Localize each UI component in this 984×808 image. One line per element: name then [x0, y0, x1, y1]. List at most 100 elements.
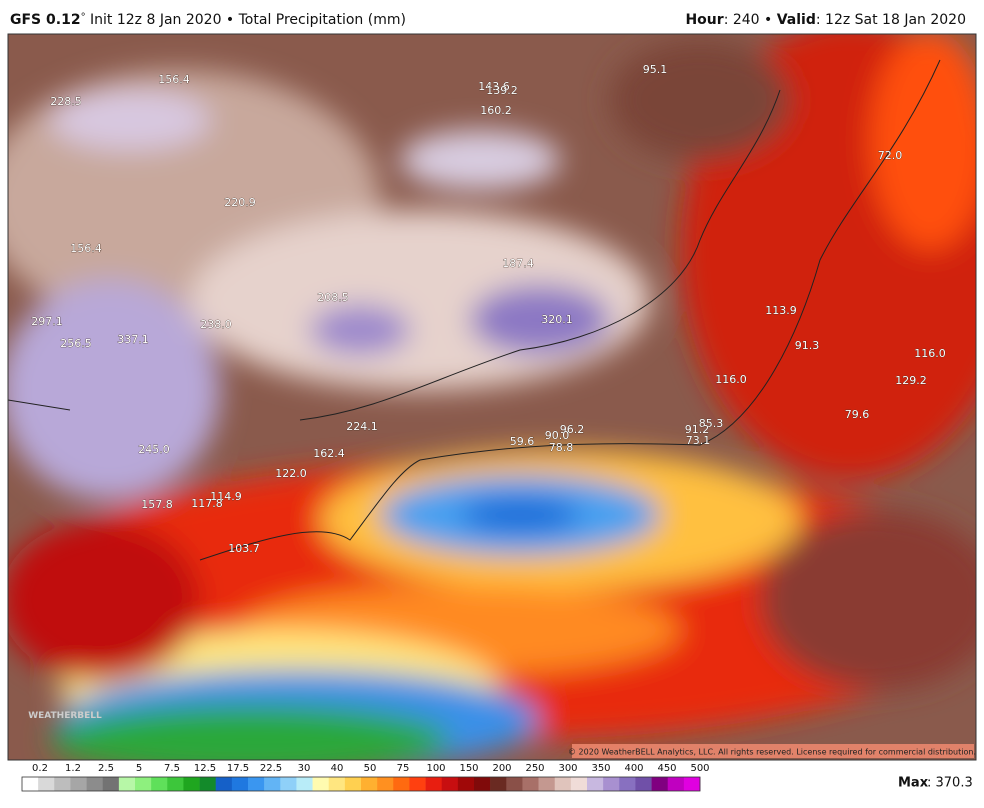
- colorbar-swatch: [635, 777, 652, 791]
- colorbar-swatch: [231, 777, 249, 791]
- map-label: 114.9: [210, 490, 242, 503]
- copyright: © 2020 WeatherBELL Analytics, LLC. All r…: [568, 748, 976, 757]
- colorbar-swatch: [215, 777, 233, 791]
- map-label: 85.3: [699, 417, 724, 430]
- colorbar-swatch: [570, 777, 588, 791]
- map-label: 116.0: [914, 347, 946, 360]
- map-label: 117.8: [191, 497, 223, 510]
- map-label: 95.1: [643, 63, 668, 76]
- colorbar-swatch: [151, 777, 168, 791]
- colorbar-label: 200: [492, 763, 511, 774]
- colorbar-label: 50: [364, 763, 377, 774]
- map-label: 156.4: [70, 242, 102, 255]
- colorbar-swatch: [86, 777, 104, 791]
- colorbar-label: 7.5: [164, 763, 180, 774]
- colorbar-swatch: [587, 777, 604, 791]
- map-label: 160.2: [480, 104, 512, 117]
- map-label: 208.5: [317, 291, 349, 304]
- colorbar-label: 300: [558, 763, 577, 774]
- description: Init 12z 8 Jan 2020 • Total Precipitatio…: [85, 12, 406, 28]
- map-label: 79.6: [845, 408, 870, 421]
- colorbar-swatch: [425, 777, 443, 791]
- map-label: 139.2: [486, 84, 518, 97]
- valid-label: Valid: [776, 12, 816, 28]
- map-label: 59.6: [510, 435, 535, 448]
- logo: WEATHERBELL: [28, 711, 102, 721]
- colorbar-swatch: [457, 777, 475, 791]
- colorbar-swatch: [167, 777, 184, 791]
- map-label: 337.1: [117, 333, 149, 346]
- colorbar-swatch: [264, 777, 281, 791]
- colorbar-swatch: [603, 777, 620, 791]
- colorbar-swatch: [393, 777, 410, 791]
- map-label: 116.0: [715, 373, 747, 386]
- map-label: 78.8: [549, 441, 574, 454]
- map-label: 90.0: [545, 429, 570, 442]
- colorbar-label: 100: [426, 763, 445, 774]
- colorbar-swatch: [70, 777, 87, 791]
- colorbar-swatch: [683, 777, 701, 791]
- colorbar-swatch: [344, 777, 362, 791]
- map-label: 72.0: [878, 149, 903, 162]
- max-label: Max: [898, 776, 929, 791]
- colorbar-label: 12.5: [194, 763, 216, 774]
- colorbar-label: 40: [331, 763, 344, 774]
- colorbar-swatch: [377, 777, 394, 791]
- colorbar-swatch: [38, 777, 55, 791]
- colorbar-swatch: [474, 777, 491, 791]
- colorbar-label: 150: [459, 763, 478, 774]
- colorbar-label: 350: [591, 763, 610, 774]
- map-label: 91.3: [795, 339, 820, 352]
- colorbar-swatch: [54, 777, 71, 791]
- valid-value: : 12z Sat 18 Jan 2020: [815, 12, 966, 28]
- colorbar-swatch: [135, 777, 152, 791]
- colorbar-label: 400: [624, 763, 643, 774]
- colorbar-swatch: [118, 777, 136, 791]
- colorbar-swatch: [409, 777, 426, 791]
- colorbar-label: 5: [136, 763, 142, 774]
- map-label: 220.9: [224, 196, 256, 209]
- map-label: 187.4: [502, 257, 534, 270]
- colorbar-swatch: [506, 777, 523, 791]
- degree: °: [80, 12, 86, 23]
- map-label: 113.9: [765, 304, 797, 317]
- map-label: 238.0: [200, 318, 232, 331]
- colorbar-swatch: [102, 777, 120, 791]
- colorbar-swatch: [183, 777, 200, 791]
- map-label: 320.1: [541, 313, 573, 326]
- colorbar-swatch: [199, 777, 217, 791]
- colorbar-swatch: [280, 777, 297, 791]
- colorbar-swatch: [522, 777, 539, 791]
- colorbar-swatch: [328, 777, 346, 791]
- map-label: 73.1: [686, 434, 711, 447]
- colorbar-swatch: [22, 777, 39, 791]
- header-left: GFS 0.12° Init 12z 8 Jan 2020 • Total Pr…: [10, 12, 406, 28]
- map-label: 256.5: [60, 337, 92, 350]
- colorbar-label: 2.5: [98, 763, 114, 774]
- map-label: 162.4: [313, 447, 345, 460]
- colorbar-swatch: [490, 777, 507, 791]
- map-label: 103.7: [228, 542, 260, 555]
- colorbar-label: 1.2: [65, 763, 81, 774]
- colorbar-label: 0.2: [32, 763, 48, 774]
- colorbar-swatch: [361, 777, 378, 791]
- colorbar-swatch: [667, 777, 685, 791]
- colorbar-swatch: [441, 777, 459, 791]
- map-label: 297.1: [31, 315, 63, 328]
- hour-label: Hour: [685, 12, 724, 28]
- map-label: 122.0: [275, 467, 307, 480]
- colorbar-swatch: [312, 777, 330, 791]
- max-value: : 370.3: [927, 776, 973, 791]
- header-right: Hour: 240 • Valid: 12z Sat 18 Jan 2020: [685, 12, 966, 28]
- colorbar-label: 22.5: [260, 763, 282, 774]
- colorbar-label: 30: [298, 763, 311, 774]
- colorbar-swatch: [538, 777, 556, 791]
- map-label: 156.4: [158, 73, 190, 86]
- colorbar: 0.2 1.2 2.5 5 7.5 12.5 17.5 22.5 30 40 50 75 100 150 2…: [21, 763, 710, 792]
- map-label: 143.6: [478, 80, 510, 93]
- map-label: 228.5: [50, 95, 82, 108]
- colorbar-swatch: [248, 777, 265, 791]
